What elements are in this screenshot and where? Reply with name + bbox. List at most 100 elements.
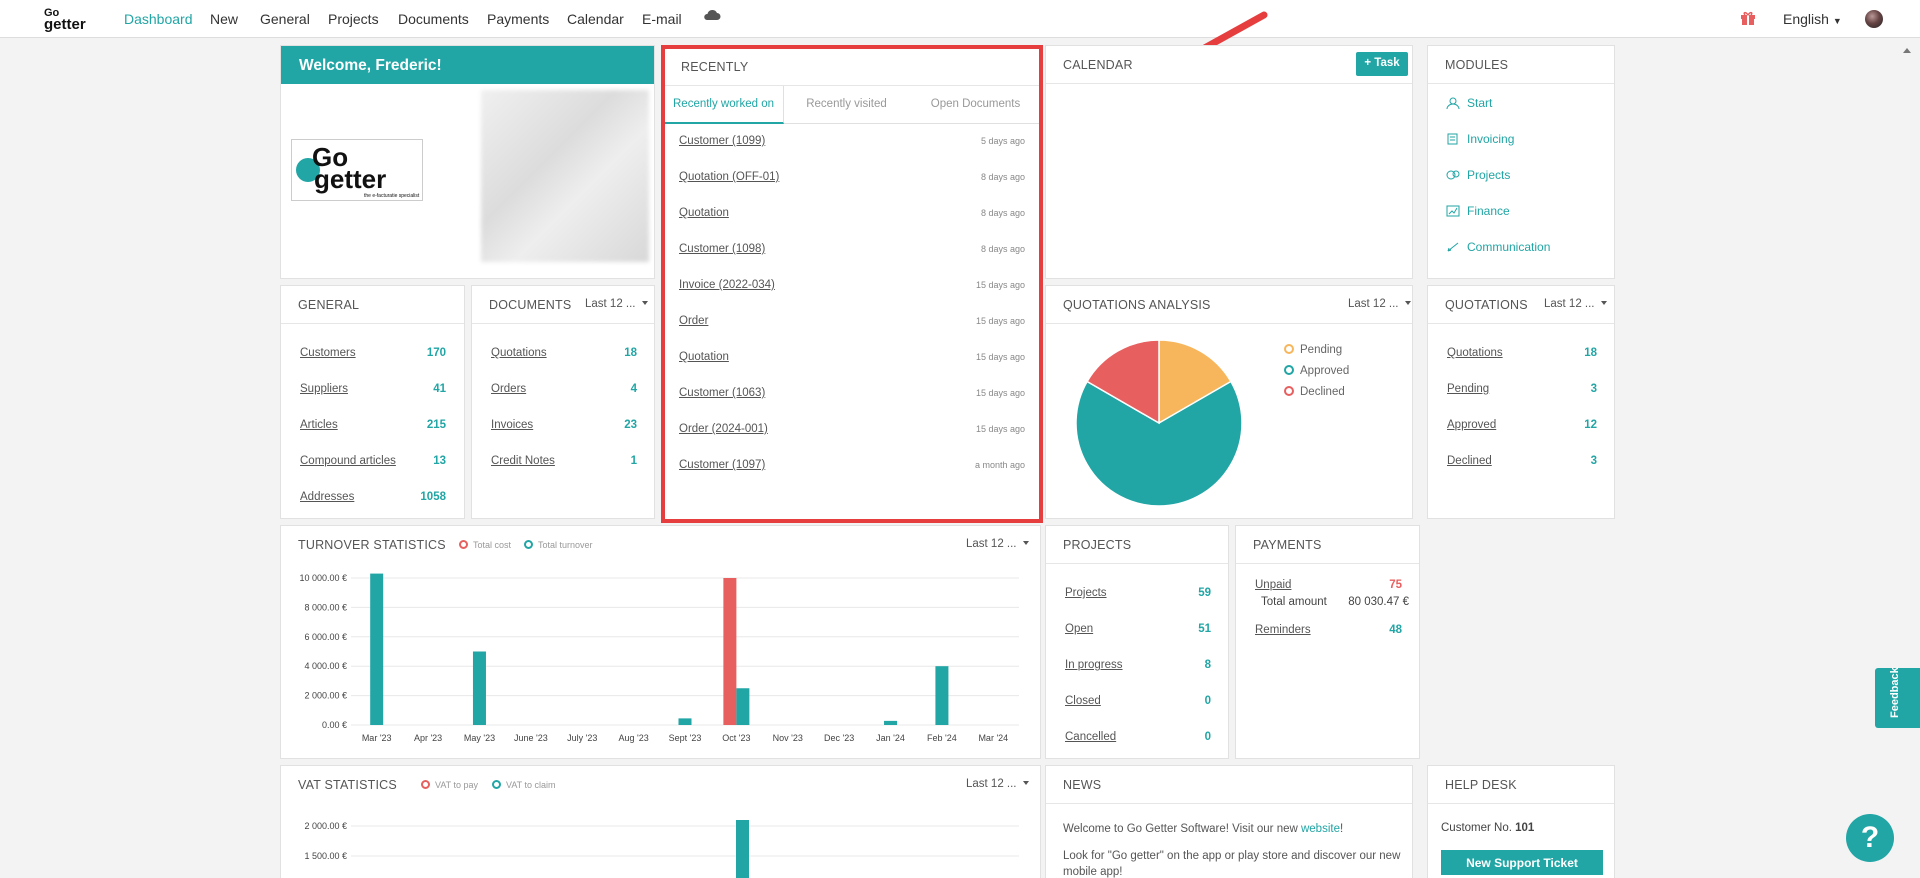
quotations-analysis-period-dropdown[interactable]: Last 12 ... xyxy=(1348,298,1411,310)
legend-pending: Pending xyxy=(1284,344,1342,356)
recent-item-link[interactable]: Customer (1099) xyxy=(679,135,766,147)
projects-row-value: 51 xyxy=(1198,623,1211,635)
general-row-link[interactable]: Suppliers xyxy=(300,383,348,395)
pie-slice-declined[interactable] xyxy=(1086,339,1160,425)
projects-row-link[interactable]: Projects xyxy=(1065,587,1107,599)
general-row-value: 1058 xyxy=(420,491,446,503)
projects-row-link[interactable]: Cancelled xyxy=(1065,731,1117,743)
finance-icon xyxy=(1446,205,1460,217)
recent-item: Quotation (OFF-01) 8 days ago xyxy=(679,171,1025,187)
recent-item-time: 8 days ago xyxy=(980,172,1025,182)
gift-icon[interactable] xyxy=(1740,10,1756,26)
pie-slice-pending[interactable] xyxy=(1158,339,1232,425)
module-start[interactable]: Start xyxy=(1446,96,1492,110)
company-logo: Go getter the e-facturatie specialist xyxy=(291,139,423,201)
user-avatar[interactable] xyxy=(1865,10,1883,28)
app-logo[interactable]: Go getter xyxy=(44,8,86,33)
module-communication-label: Communication xyxy=(1467,240,1551,254)
nav-dashboard[interactable]: Dashboard xyxy=(124,11,193,27)
add-task-button[interactable]: + Task xyxy=(1356,52,1408,76)
recent-item-link[interactable]: Quotation xyxy=(679,351,729,363)
documents-row-link[interactable]: Quotations xyxy=(491,347,547,359)
help-button[interactable]: ? xyxy=(1846,814,1894,862)
recent-item-link[interactable]: Quotation (OFF-01) xyxy=(679,171,780,183)
module-projects[interactable]: Projects xyxy=(1446,168,1510,182)
documents-period-dropdown[interactable]: Last 12 ... xyxy=(585,298,648,310)
recent-item-link[interactable]: Invoice (2022-034) xyxy=(679,279,775,291)
bar-total-turnover[interactable] xyxy=(736,688,750,725)
general-row-link[interactable]: Customers xyxy=(300,347,356,359)
scroll-up-icon[interactable] xyxy=(1903,48,1911,53)
projects-row-link[interactable]: In progress xyxy=(1065,659,1123,671)
nav-payments[interactable]: Payments xyxy=(487,11,550,27)
documents-row-link[interactable]: Invoices xyxy=(491,419,534,431)
pie-slice-approved[interactable] xyxy=(1075,380,1243,507)
legend-total-cost: Total cost xyxy=(459,540,511,550)
language-selector[interactable]: English ▼ xyxy=(1783,11,1842,27)
turnover-title: TURNOVER STATISTICS xyxy=(298,538,446,552)
recent-item-link[interactable]: Order (2024-001) xyxy=(679,423,768,435)
vat-period-dropdown[interactable]: Last 12 ... xyxy=(966,778,1029,790)
quotations-row-link[interactable]: Declined xyxy=(1447,455,1492,467)
tab-open-documents[interactable]: Open Documents xyxy=(930,98,1021,110)
projects-row-link[interactable]: Open xyxy=(1065,623,1094,635)
reminders-link[interactable]: Reminders xyxy=(1255,624,1311,636)
general-row-link[interactable]: Addresses xyxy=(300,491,355,503)
recent-item-link[interactable]: Order xyxy=(679,315,709,327)
quotations-row-link[interactable]: Pending xyxy=(1447,383,1490,395)
nav-general[interactable]: General xyxy=(260,11,310,27)
modules-panel: MODULES Start Invoicing Projects Finance… xyxy=(1427,45,1615,279)
feedback-tab[interactable]: Feedback xyxy=(1875,667,1920,728)
general-row-link[interactable]: Compound articles xyxy=(300,455,396,467)
nav-projects[interactable]: Projects xyxy=(328,11,379,27)
website-link[interactable]: website xyxy=(1300,823,1340,835)
bar-total-turnover[interactable] xyxy=(472,651,486,726)
welcome-title: Welcome, Frederic! xyxy=(281,46,654,84)
y-tick-label: 2 000.00 € xyxy=(304,691,347,701)
bar-vat-to-claim[interactable] xyxy=(736,820,749,878)
general-row-link[interactable]: Articles xyxy=(300,419,338,431)
bar-total-turnover[interactable] xyxy=(935,666,949,725)
module-finance[interactable]: Finance xyxy=(1446,204,1510,218)
turnover-period-dropdown[interactable]: Last 12 ... xyxy=(966,538,1029,550)
quotations-row-link[interactable]: Quotations xyxy=(1447,347,1503,359)
nav-new[interactable]: New xyxy=(210,11,239,27)
nav-documents[interactable]: Documents xyxy=(398,11,469,27)
recent-item-link[interactable]: Customer (1098) xyxy=(679,243,766,255)
tab-recently-visited[interactable]: Recently visited xyxy=(806,98,887,110)
module-communication[interactable]: Communication xyxy=(1446,240,1550,254)
documents-row-value: 18 xyxy=(624,347,637,359)
y-tick-label: 8 000.00 € xyxy=(304,602,347,612)
unpaid-link[interactable]: Unpaid xyxy=(1255,579,1292,591)
quotations-row-link[interactable]: Approved xyxy=(1447,419,1497,431)
projects-panel: PROJECTS Projects 59 Open 51 In progress 8 Clo… xyxy=(1045,525,1229,759)
module-invoicing[interactable]: Invoicing xyxy=(1446,132,1514,146)
cloud-icon[interactable] xyxy=(703,9,721,21)
recent-item-link[interactable]: Customer (1097) xyxy=(679,459,766,471)
legend-total-turnover: Total turnover xyxy=(524,540,593,550)
new-support-ticket-button[interactable]: New Support Ticket xyxy=(1441,850,1603,875)
quotations-row-value: 3 xyxy=(1590,383,1597,395)
recent-item-link[interactable]: Customer (1063) xyxy=(679,387,766,399)
nav-calendar[interactable]: Calendar xyxy=(567,11,624,27)
y-tick-label: 2 000.00 € xyxy=(304,821,347,831)
legend-total-cost-label: Total cost xyxy=(473,540,512,550)
recent-item-link[interactable]: Quotation xyxy=(679,207,729,219)
total-amount-label: Total amount xyxy=(1261,596,1327,608)
legend-vat-to-claim: VAT to claim xyxy=(492,780,556,790)
documents-row-link[interactable]: Credit Notes xyxy=(491,455,555,467)
documents-row-link[interactable]: Orders xyxy=(491,383,527,395)
nav-email[interactable]: E-mail xyxy=(642,11,682,27)
recent-item-time: 8 days ago xyxy=(980,208,1025,218)
bar-total-turnover[interactable] xyxy=(370,573,384,725)
total-turnover-dot-icon xyxy=(524,540,533,549)
bar-total-cost[interactable] xyxy=(723,578,737,725)
news-line-1: Welcome to Go Getter Software! Visit our… xyxy=(1063,821,1403,837)
quotations-title: QUOTATIONS xyxy=(1445,298,1528,312)
calendar-panel: CALENDAR xyxy=(1045,45,1413,279)
quotations-period-dropdown[interactable]: Last 12 ... xyxy=(1544,298,1607,310)
projects-row-link[interactable]: Closed xyxy=(1065,695,1101,707)
bar-total-turnover[interactable] xyxy=(678,718,692,725)
tab-recently-worked-on[interactable]: Recently worked on xyxy=(664,86,784,124)
bar-total-turnover[interactable] xyxy=(884,720,898,725)
